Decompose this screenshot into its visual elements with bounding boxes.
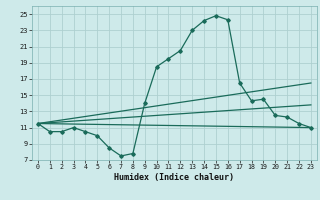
X-axis label: Humidex (Indice chaleur): Humidex (Indice chaleur) (115, 173, 234, 182)
